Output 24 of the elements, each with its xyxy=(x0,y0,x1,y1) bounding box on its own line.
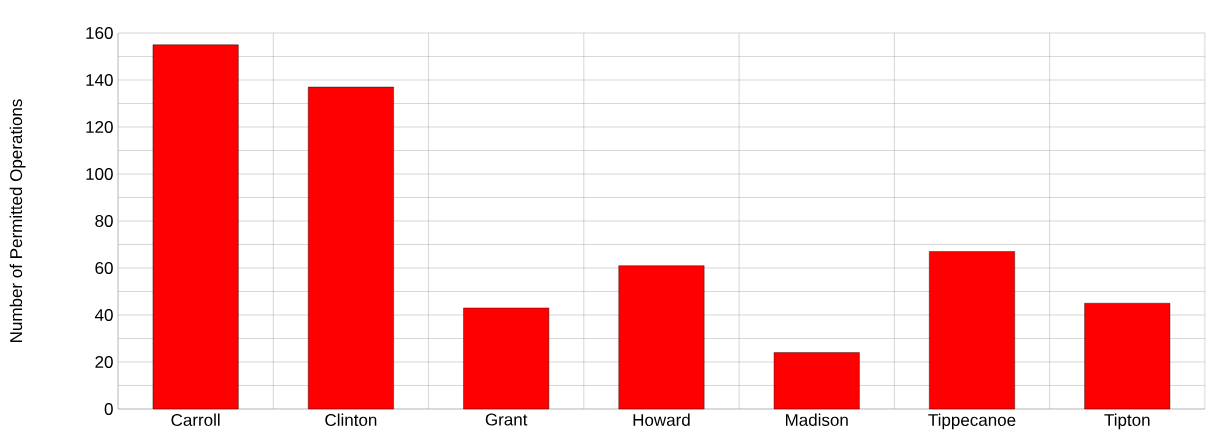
bar xyxy=(308,86,394,410)
x-tick-label: Clinton xyxy=(325,413,377,427)
y-tick-label: 20 xyxy=(95,355,113,369)
bar xyxy=(1084,303,1171,410)
y-tick-label: 160 xyxy=(86,26,113,40)
bar xyxy=(773,352,860,410)
y-tick-label: 60 xyxy=(95,261,113,275)
bar xyxy=(929,251,1015,410)
y-axis-title: Number of Permitted Operations xyxy=(9,99,26,342)
x-tick-label: Carroll xyxy=(171,413,220,427)
y-tick-label: 120 xyxy=(86,120,113,134)
y-tick-label: 0 xyxy=(104,402,113,416)
x-tick-label: Madison xyxy=(786,413,848,427)
x-tick-label: Tipton xyxy=(1104,413,1150,430)
x-tick-label: Howard xyxy=(633,413,690,427)
y-tick-label: 140 xyxy=(86,73,113,87)
y-tick-label: 100 xyxy=(86,167,113,181)
x-tick-label: Tippecanoe xyxy=(928,413,1016,430)
bar xyxy=(618,265,705,410)
y-tick-label: 80 xyxy=(95,214,113,228)
x-tick-label: Grant xyxy=(485,413,528,426)
bar xyxy=(463,307,550,410)
y-tick-label: 40 xyxy=(94,308,113,322)
bar xyxy=(152,44,239,410)
